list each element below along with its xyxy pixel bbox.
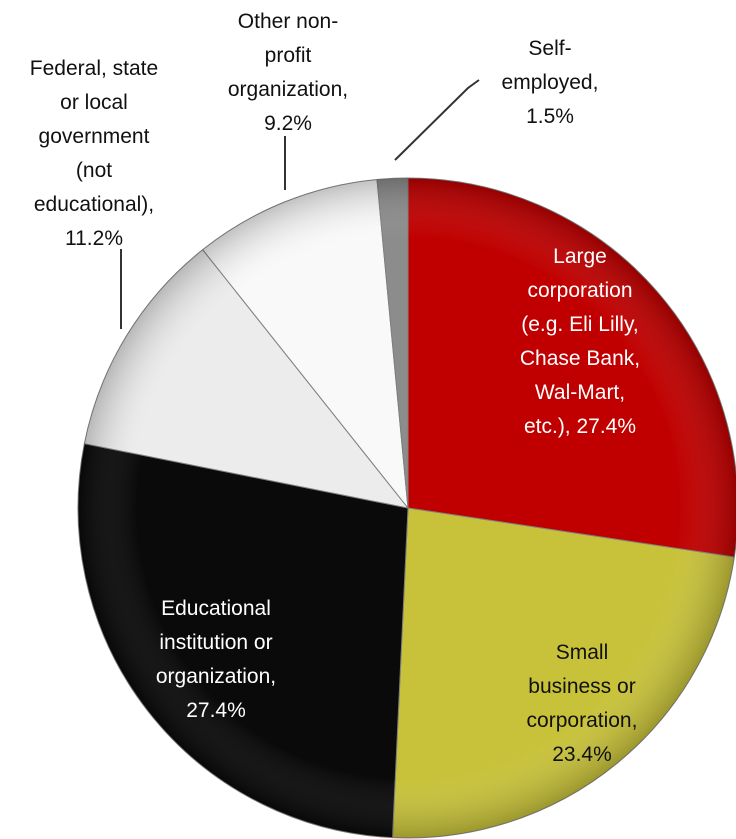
pie-slices — [77, 177, 736, 839]
data-label-large-corporation: Large corporation (e.g. Eli Lilly, Chase Ba… — [520, 245, 640, 438]
leader-line-self-employed — [394, 79, 480, 161]
slice-labels: Large corporation (e.g. Eli Lilly, Chase Ba… — [30, 10, 640, 766]
leader-lines — [120, 79, 480, 329]
data-label-self-employed: Self-employed, 1.5% — [502, 37, 599, 128]
data-label-other-nonprofit: Other non-profit organization, 9.2% — [228, 10, 348, 135]
slice-small-business — [391, 507, 735, 839]
data-label-federal-government: Federal, state or local government (not educ… — [30, 57, 158, 250]
data-label-small-business: Small business or corporation, 23.4% — [527, 641, 638, 766]
data-label-educational-institution: Educational institution or organization, 27… — [156, 597, 276, 722]
